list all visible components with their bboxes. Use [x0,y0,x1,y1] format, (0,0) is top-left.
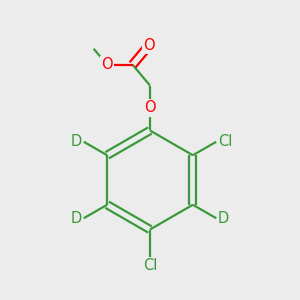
Text: Cl: Cl [143,258,157,273]
Text: O: O [143,38,155,53]
Text: Cl: Cl [218,134,232,149]
Text: D: D [71,134,82,149]
Text: D: D [218,211,229,226]
Text: O: O [144,100,156,116]
Text: D: D [71,211,82,226]
Text: O: O [101,57,113,72]
